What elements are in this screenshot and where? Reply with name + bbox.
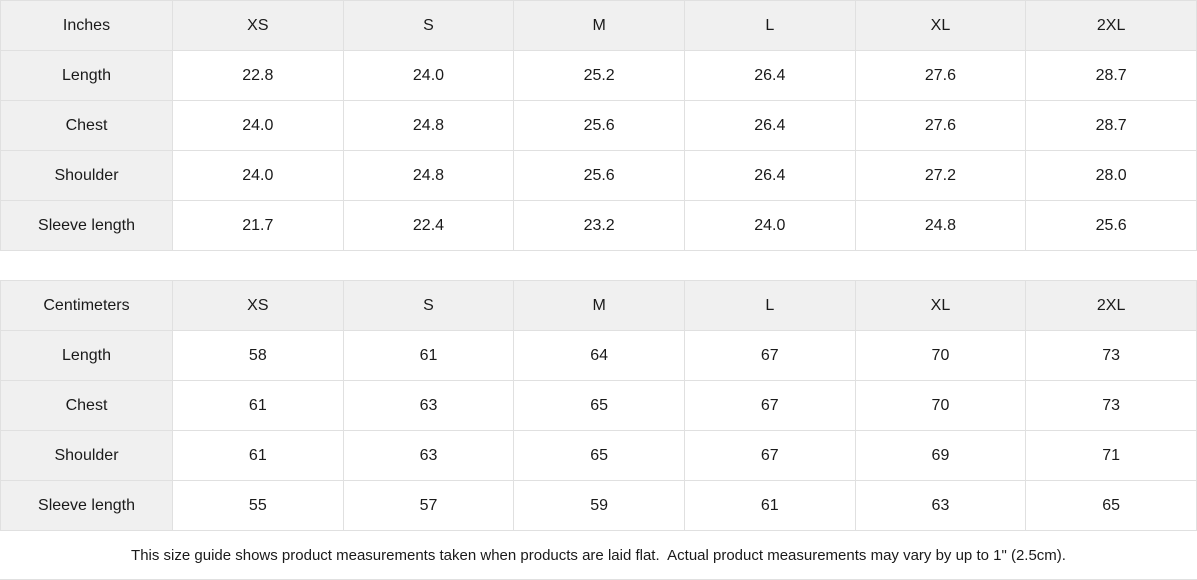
centimeters-table: Centimeters XS S M L XL 2XL Length 58 61 64 67 70 73 C… (0, 280, 1197, 531)
value-cell: 67 (683, 330, 856, 381)
unit-header-cell: Inches (0, 0, 173, 51)
value-cell: 65 (1025, 480, 1197, 531)
value-cell: 65 (513, 430, 685, 481)
row-label-cell: Shoulder (0, 150, 173, 201)
value-cell: 27.2 (854, 150, 1027, 201)
value-cell: 73 (1025, 330, 1197, 381)
value-cell: 70 (854, 380, 1027, 431)
size-column-header: M (513, 280, 685, 331)
size-column-header: XL (854, 0, 1027, 51)
value-cell: 24.0 (683, 200, 856, 251)
value-cell: 67 (683, 380, 856, 431)
value-cell: 67 (683, 430, 856, 481)
value-cell: 24.0 (172, 100, 344, 151)
value-cell: 22.8 (172, 50, 344, 101)
value-cell: 23.2 (513, 200, 685, 251)
value-cell: 26.4 (683, 50, 856, 101)
measurement-row: Chest 24.0 24.8 25.6 26.4 27.6 28.7 (0, 100, 1197, 151)
value-cell: 57 (342, 480, 515, 531)
value-cell: 61 (342, 330, 515, 381)
value-cell: 25.6 (1025, 200, 1197, 251)
value-cell: 22.4 (342, 200, 515, 251)
measurement-row: Shoulder 61 63 65 67 69 71 (0, 430, 1197, 481)
measurement-row: Shoulder 24.0 24.8 25.6 26.4 27.2 28.0 (0, 150, 1197, 201)
value-cell: 24.0 (342, 50, 515, 101)
size-column-header: S (342, 280, 515, 331)
value-cell: 28.0 (1025, 150, 1197, 201)
measurement-row: Sleeve length 55 57 59 61 63 65 (0, 480, 1197, 531)
value-cell: 61 (683, 480, 856, 531)
unit-header-cell: Centimeters (0, 280, 173, 331)
row-label-cell: Shoulder (0, 430, 173, 481)
row-label-cell: Sleeve length (0, 200, 173, 251)
value-cell: 28.7 (1025, 50, 1197, 101)
size-column-header: 2XL (1025, 280, 1197, 331)
value-cell: 63 (342, 430, 515, 481)
value-cell: 73 (1025, 380, 1197, 431)
row-label-cell: Length (0, 50, 173, 101)
size-column-header: XL (854, 280, 1027, 331)
value-cell: 21.7 (172, 200, 344, 251)
size-column-header: 2XL (1025, 0, 1197, 51)
value-cell: 61 (172, 430, 344, 481)
measurement-row: Length 22.8 24.0 25.2 26.4 27.6 28.7 (0, 50, 1197, 101)
value-cell: 28.7 (1025, 100, 1197, 151)
size-column-header: M (513, 0, 685, 51)
value-cell: 55 (172, 480, 344, 531)
row-label-cell: Chest (0, 100, 173, 151)
measurement-row: Sleeve length 21.7 22.4 23.2 24.0 24.8 25.6 (0, 200, 1197, 251)
value-cell: 25.2 (513, 50, 685, 101)
value-cell: 61 (172, 380, 344, 431)
value-cell: 24.8 (342, 100, 515, 151)
value-cell: 63 (342, 380, 515, 431)
value-cell: 64 (513, 330, 685, 381)
value-cell: 26.4 (683, 100, 856, 151)
size-column-header: XS (172, 280, 344, 331)
value-cell: 27.6 (854, 100, 1027, 151)
row-label-cell: Sleeve length (0, 480, 173, 531)
value-cell: 59 (513, 480, 685, 531)
value-cell: 70 (854, 330, 1027, 381)
size-column-header: S (342, 0, 515, 51)
value-cell: 24.8 (342, 150, 515, 201)
row-label-cell: Chest (0, 380, 173, 431)
size-column-header: L (683, 0, 856, 51)
value-cell: 24.0 (172, 150, 344, 201)
value-cell: 25.6 (513, 150, 685, 201)
value-cell: 26.4 (683, 150, 856, 201)
value-cell: 24.8 (854, 200, 1027, 251)
measurement-row: Chest 61 63 65 67 70 73 (0, 380, 1197, 431)
value-cell: 65 (513, 380, 685, 431)
size-guide-note: This size guide shows product measuremen… (0, 531, 1197, 580)
row-label-cell: Length (0, 330, 173, 381)
value-cell: 25.6 (513, 100, 685, 151)
value-cell: 69 (854, 430, 1027, 481)
value-cell: 71 (1025, 430, 1197, 481)
value-cell: 27.6 (854, 50, 1027, 101)
size-column-header: L (683, 280, 856, 331)
measurement-row: Length 58 61 64 67 70 73 (0, 330, 1197, 381)
size-header-row: Centimeters XS S M L XL 2XL (0, 280, 1197, 331)
size-header-row: Inches XS S M L XL 2XL (0, 0, 1197, 51)
value-cell: 63 (854, 480, 1027, 531)
value-cell: 58 (172, 330, 344, 381)
size-column-header: XS (172, 0, 344, 51)
inches-table: Inches XS S M L XL 2XL Length 22.8 24.0 25.2 26.4 27… (0, 0, 1197, 251)
table-gap (0, 251, 1197, 280)
